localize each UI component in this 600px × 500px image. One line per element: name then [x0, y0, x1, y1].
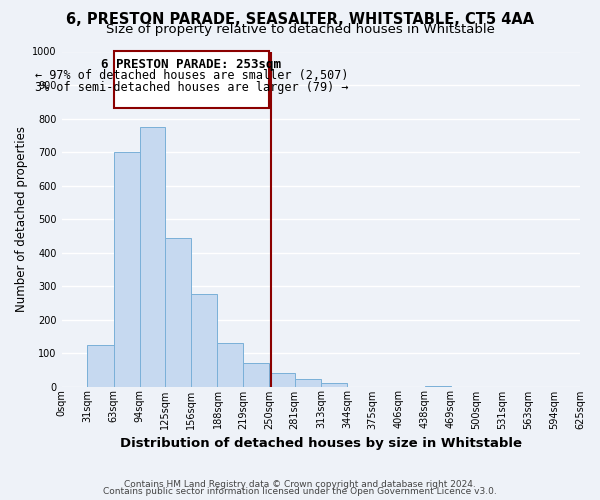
Y-axis label: Number of detached properties: Number of detached properties: [15, 126, 28, 312]
Bar: [191, 294, 217, 386]
Bar: [269, 373, 295, 386]
Text: 3% of semi-detached houses are larger (79) →: 3% of semi-detached houses are larger (7…: [35, 81, 348, 94]
Bar: [295, 379, 321, 386]
Text: 6 PRESTON PARADE: 253sqm: 6 PRESTON PARADE: 253sqm: [101, 58, 281, 70]
FancyBboxPatch shape: [114, 52, 269, 108]
Text: ← 97% of detached houses are smaller (2,507): ← 97% of detached houses are smaller (2,…: [35, 69, 348, 82]
Text: 6, PRESTON PARADE, SEASALTER, WHITSTABLE, CT5 4AA: 6, PRESTON PARADE, SEASALTER, WHITSTABLE…: [66, 12, 534, 28]
Text: Contains HM Land Registry data © Crown copyright and database right 2024.: Contains HM Land Registry data © Crown c…: [124, 480, 476, 489]
X-axis label: Distribution of detached houses by size in Whitstable: Distribution of detached houses by size …: [120, 437, 522, 450]
Bar: [165, 238, 191, 386]
Bar: [114, 152, 140, 386]
Bar: [243, 363, 269, 386]
Bar: [321, 383, 347, 386]
Bar: [140, 127, 165, 386]
Text: Contains public sector information licensed under the Open Government Licence v3: Contains public sector information licen…: [103, 487, 497, 496]
Text: Size of property relative to detached houses in Whitstable: Size of property relative to detached ho…: [106, 22, 494, 36]
Bar: [217, 343, 243, 386]
Bar: [87, 344, 114, 387]
